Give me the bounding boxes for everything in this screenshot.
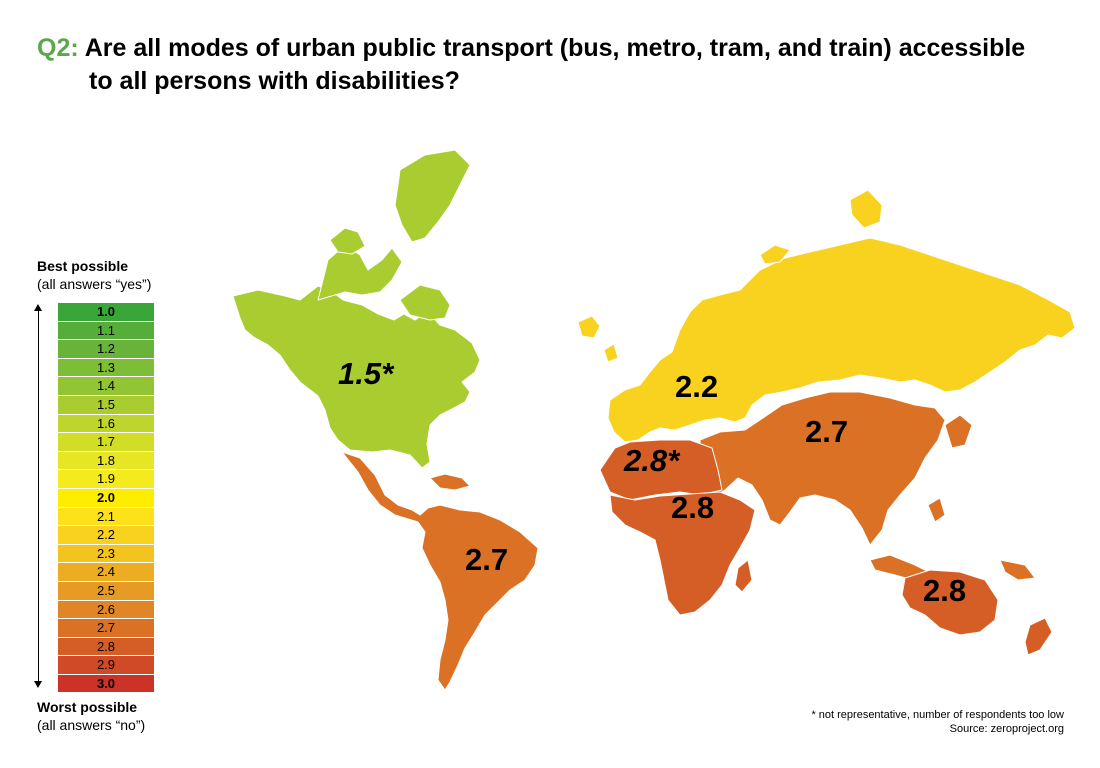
label-latin-america: 2.7	[465, 542, 508, 577]
region-oceania	[901, 569, 1053, 656]
scale-step: 1.0	[58, 303, 154, 321]
scale-step: 2.6	[58, 600, 154, 619]
legend-worst-label: Worst possible	[37, 699, 138, 715]
legend-worst-sub: (all answers “no”)	[37, 717, 146, 733]
scale-step: 2.5	[58, 581, 154, 600]
region-latin-america	[341, 451, 539, 691]
scale-step: 2.4	[58, 563, 154, 581]
scale-step: 1.2	[58, 340, 154, 358]
scale-step: 1.5	[58, 395, 154, 414]
scale-step: 1.1	[58, 321, 154, 340]
arrow-up-icon	[34, 304, 42, 311]
scale-step: 1.7	[58, 433, 154, 451]
scale-step: 2.1	[58, 507, 154, 526]
label-asia: 2.7	[805, 414, 848, 449]
arrow-down-icon	[34, 681, 42, 688]
legend-best-sub: (all answers “yes”)	[37, 276, 152, 292]
source-text: Source: zeroproject.org	[949, 723, 1064, 735]
title-line-1: Are all modes of urban public transport …	[84, 34, 1026, 62]
title-line-2: to all persons with disabilities?	[89, 67, 460, 95]
legend-best-label: Best possible	[37, 258, 129, 274]
label-north-america: 1.5*	[338, 356, 395, 391]
world-map: 1.5* 2.7 2.2 2.8* 2.8 2.7 2.8	[232, 149, 1076, 691]
scale-step: 1.3	[58, 358, 154, 377]
label-europe-russia: 2.2	[675, 369, 718, 404]
scale-step: 1.6	[58, 414, 154, 433]
label-sub-saharan-africa: 2.8	[671, 490, 714, 525]
region-sub-saharan-africa	[609, 491, 756, 616]
region-north-america	[232, 149, 481, 469]
scale-step: 2.2	[58, 526, 154, 544]
legend-best-caption: Best possible (all answers “yes”)	[37, 257, 151, 293]
color-scale: 1.0 1.1 1.2 1.3 1.4 1.5 1.6 1.7 1.8 1.9 2.0 2.1 2.2 2…	[58, 303, 154, 693]
region-europe-russia	[577, 189, 1076, 443]
scale-step: 1.4	[58, 377, 154, 395]
legend-worst-caption: Worst possible (all answers “no”)	[37, 698, 145, 734]
scale-step: 3.0	[58, 674, 154, 693]
chart-title: Q2: Are all modes of urban public transp…	[37, 32, 1077, 98]
label-oceania: 2.8	[923, 573, 966, 608]
scale-step: 2.3	[58, 544, 154, 563]
scale-step: 1.8	[58, 451, 154, 470]
question-number: Q2:	[37, 34, 79, 62]
region-asia	[699, 391, 1036, 583]
scale-step: 2.8	[58, 637, 154, 656]
footnote-text: * not representative, number of responde…	[811, 709, 1064, 721]
legend-arrow-line	[38, 309, 39, 682]
region-north-africa	[599, 439, 723, 501]
label-north-africa: 2.8*	[623, 443, 681, 478]
scale-step: 1.9	[58, 470, 154, 488]
scale-step: 2.7	[58, 619, 154, 637]
scale-step: 2.0	[58, 488, 154, 507]
scale-step: 2.9	[58, 656, 154, 674]
footnote-block: * not representative, number of responde…	[811, 708, 1064, 736]
